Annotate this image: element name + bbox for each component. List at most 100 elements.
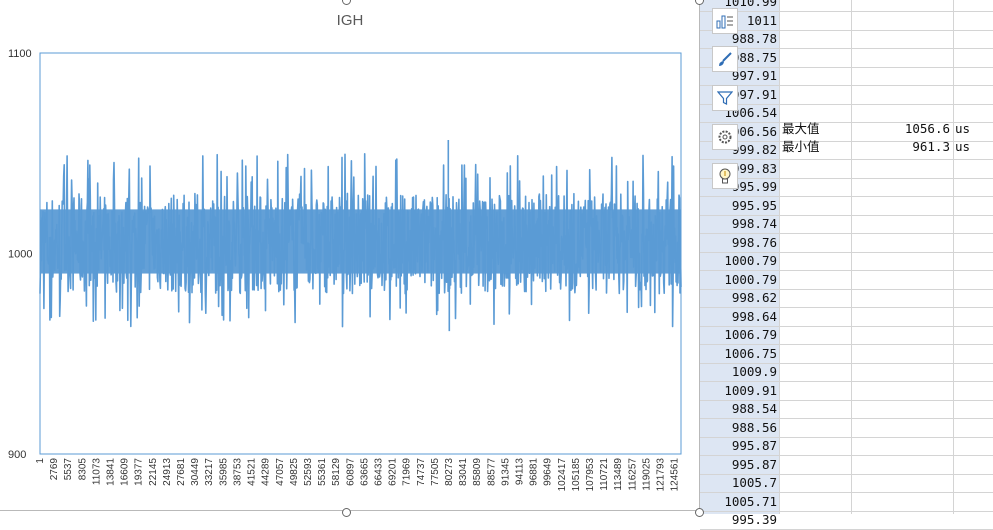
gridline-row — [700, 270, 993, 271]
x-tick-label: 8305 — [77, 458, 88, 481]
cell-b-value[interactable]: 1005.71 — [724, 493, 777, 509]
cell-b-value[interactable]: 998.64 — [731, 308, 777, 324]
x-tick-label: 58129 — [331, 458, 342, 486]
x-tick-label: 80273 — [444, 458, 455, 486]
gridline-row — [700, 510, 993, 512]
cell-b-value[interactable]: 988.75 — [731, 49, 777, 65]
x-tick-label: 107953 — [585, 458, 596, 492]
cell-b-value[interactable]: 988.54 — [731, 401, 777, 416]
cell-b-value[interactable]: 998.74 — [731, 216, 777, 231]
cell-b-value[interactable]: 1000.79 — [724, 271, 777, 287]
gridline-col — [851, 0, 852, 514]
x-tick-label: 99649 — [543, 458, 554, 486]
cell-b-value[interactable]: 995.99 — [731, 179, 777, 194]
x-tick-label: 124561 — [670, 458, 681, 492]
chart-object[interactable]: 900 1000 1100 1 2769 5537 8305 11073 13841 16609 1… — [0, 0, 700, 511]
cell-b-value[interactable]: 988.56 — [731, 419, 777, 435]
chart-ideas-button[interactable] — [712, 163, 738, 189]
gridline-row — [700, 103, 993, 105]
gridline-row — [700, 159, 993, 160]
cell-b-value[interactable]: 999.82 — [731, 142, 777, 157]
x-tick-label: 77505 — [430, 458, 441, 486]
x-tick-label: 11073 — [91, 458, 102, 486]
cell-b-value[interactable]: 995.95 — [731, 197, 777, 213]
resize-handle-bottom[interactable] — [342, 508, 351, 517]
cell-b-value[interactable]: 995.87 — [731, 438, 777, 453]
gridline-row — [700, 11, 993, 12]
chart-filters-icon — [717, 91, 733, 105]
gridline-row — [700, 140, 993, 142]
cell-b-value[interactable]: 988.78 — [731, 31, 777, 46]
x-tick-label: 38753 — [232, 458, 243, 486]
gridline-row — [700, 344, 993, 345]
chart-title[interactable]: IGH — [336, 12, 364, 29]
cell-b-value[interactable]: 1009.91 — [724, 382, 777, 398]
gridline-col — [953, 0, 954, 514]
x-tick-label: 33217 — [204, 458, 215, 486]
cell-b-value[interactable]: 995.87 — [731, 456, 777, 472]
x-tick-label: 44289 — [261, 458, 272, 486]
y-tick-label: 900 — [8, 449, 26, 461]
x-tick-label: 88577 — [486, 458, 497, 486]
gridline-row — [700, 214, 993, 216]
x-tick-label: 41521 — [247, 458, 258, 486]
resize-handle-top[interactable] — [342, 0, 351, 5]
y-tick-label: 1000 — [8, 249, 32, 261]
cell-b-value[interactable]: 998.62 — [731, 290, 777, 305]
lightbulb-icon — [719, 168, 731, 184]
cell-b-value[interactable]: 1009.9 — [731, 364, 777, 379]
gridline-row — [700, 307, 993, 308]
cell-b-value[interactable]: 997.91 — [731, 86, 777, 102]
x-tick-label: 49825 — [289, 458, 300, 486]
stat-unit-max[interactable]: us — [955, 121, 971, 136]
cell-b-value[interactable]: 999.83 — [731, 160, 777, 176]
x-tick-label: 96881 — [529, 458, 540, 486]
gridline-row — [700, 85, 993, 86]
chart-elements-button[interactable] — [712, 8, 738, 34]
chart-settings-button[interactable] — [712, 124, 738, 150]
gridline-row — [700, 288, 993, 290]
x-tick-label: 66433 — [374, 458, 385, 486]
gridline-row — [700, 251, 993, 253]
x-tick-label: 16609 — [120, 458, 131, 486]
x-tick-label: 119025 — [641, 458, 652, 491]
stat-unit-min[interactable]: us — [955, 139, 971, 154]
x-tick-label: 63665 — [359, 458, 370, 486]
gridline-row — [700, 325, 993, 327]
x-tick-label: 27681 — [176, 458, 187, 486]
cell-b-value[interactable]: 1000.79 — [724, 253, 777, 268]
gridline-row — [700, 399, 993, 401]
x-tick-label: 69201 — [388, 458, 399, 486]
cell-b-value[interactable]: 998.76 — [731, 234, 777, 250]
gridline-row — [700, 362, 993, 364]
chart-styles-button[interactable] — [712, 46, 738, 72]
x-tick-label: 121793 — [656, 458, 667, 492]
stat-value-max[interactable]: 1056.6 — [904, 121, 950, 136]
cell-b-value[interactable]: 997.91 — [731, 68, 777, 83]
x-tick-label: 55361 — [317, 458, 328, 486]
cell-b-value[interactable]: 1010.99 — [724, 0, 777, 9]
resize-handle-top-right[interactable] — [695, 0, 704, 5]
chart-elements-icon — [716, 15, 733, 29]
resize-handle-bottom-right[interactable] — [695, 508, 704, 517]
gridline-row — [700, 233, 993, 234]
x-tick-label: 2769 — [49, 458, 60, 481]
x-tick-label: 24913 — [162, 458, 173, 486]
cell-b-value[interactable]: 1006.75 — [724, 345, 777, 361]
chart-filters-button[interactable] — [712, 85, 738, 111]
chart-styles-icon — [719, 52, 732, 66]
gridline-row — [700, 122, 993, 123]
cell-b-value[interactable]: 1005.7 — [731, 475, 777, 490]
x-tick-label: 116257 — [627, 458, 638, 491]
x-tick-label: 83041 — [458, 458, 469, 486]
stat-label-max[interactable]: 最大值 — [782, 121, 820, 136]
series-band — [40, 209, 681, 274]
y-tick-label: 1100 — [8, 48, 32, 60]
cell-b-value[interactable]: 1011 — [746, 12, 777, 28]
stat-value-min[interactable]: 961.3 — [912, 139, 950, 154]
stat-label-min[interactable]: 最小值 — [782, 139, 820, 154]
gridline-row — [700, 381, 993, 382]
cell-b-value[interactable]: 1006.79 — [724, 327, 777, 342]
x-tick-label: 52593 — [303, 458, 314, 486]
gridline-row — [700, 455, 993, 456]
